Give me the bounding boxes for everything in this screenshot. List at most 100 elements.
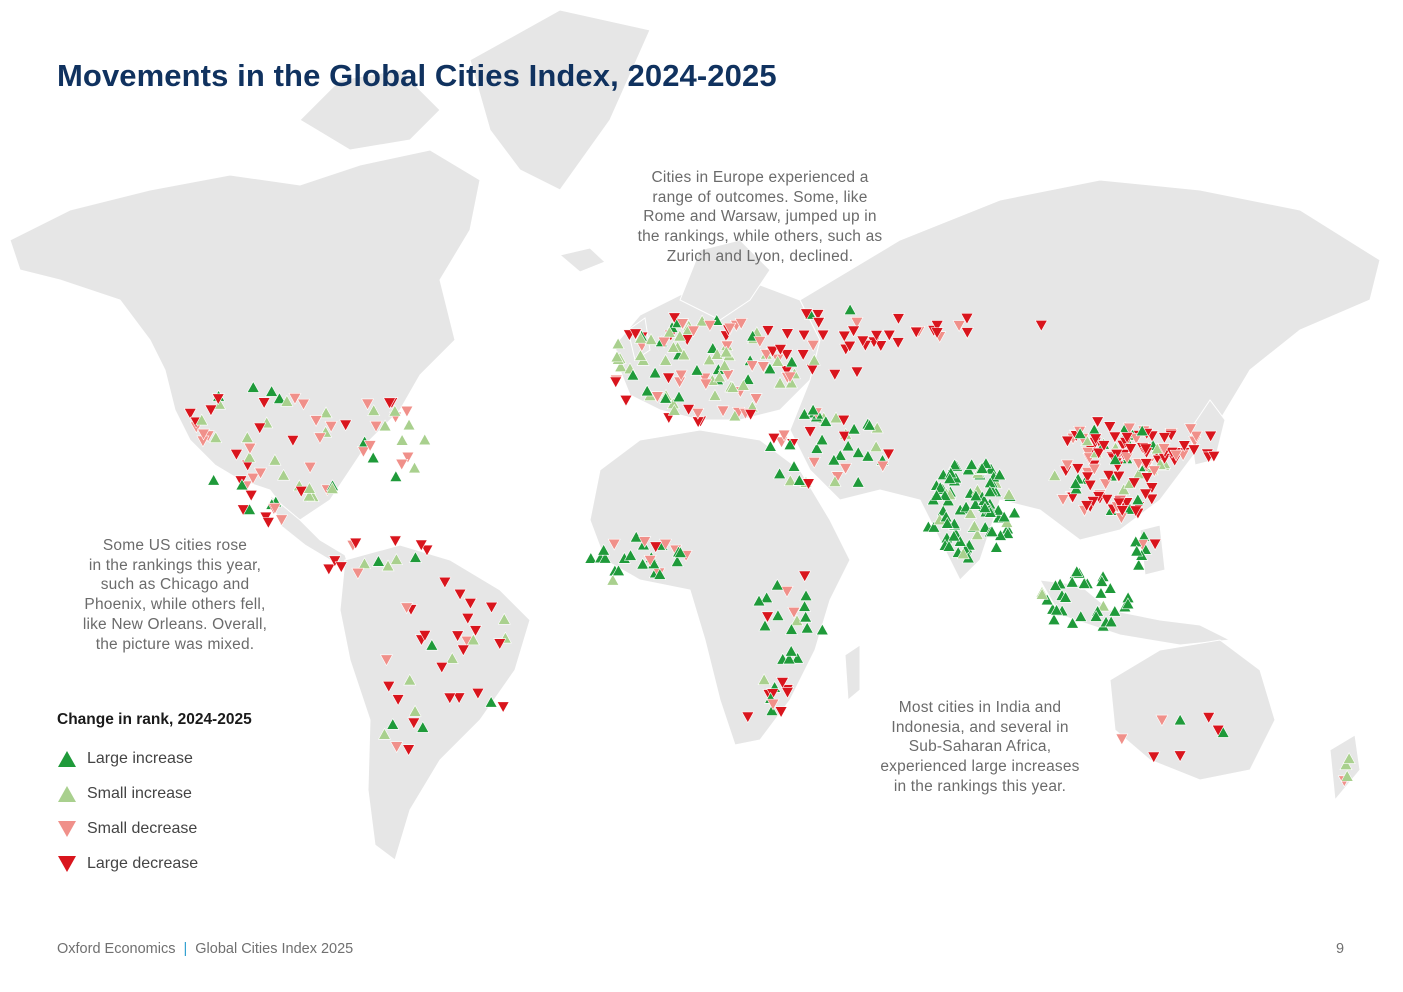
city-marker-decrease [1110,448,1124,461]
city-marker-decrease [882,448,896,461]
city-marker-decrease [351,567,365,580]
city-marker-decrease [275,514,289,527]
city-marker-decrease [960,327,974,339]
city-marker-decrease [1108,431,1122,444]
city-marker-increase [1173,713,1187,726]
city-marker-increase [377,727,391,740]
city-marker-decrease [797,329,811,342]
city-marker-increase [666,340,680,353]
city-marker-increase [484,695,498,708]
city-marker-increase [1066,616,1080,629]
city-marker-decrease [745,360,759,373]
city-marker-increase [773,467,787,479]
city-marker-decrease [796,349,810,361]
city-marker-increase [969,489,983,502]
city-marker-decrease [780,586,794,598]
city-marker-decrease [496,701,510,714]
city-marker-increase [497,612,511,625]
legend-label: Large increase [87,749,193,767]
city-marker-decrease [401,451,415,464]
city-marker-increase [1050,603,1064,616]
city-marker-decrease [801,478,816,491]
city-marker-decrease [609,376,623,389]
city-marker-increase [933,481,947,493]
city-marker-decrease [775,677,790,689]
city-marker-decrease [313,432,327,445]
city-marker-increase [1077,577,1091,589]
city-marker-increase [851,475,865,488]
landmass-asia [789,179,1381,581]
city-marker-increase [624,548,638,561]
city-marker-increase [640,384,654,397]
city-marker-increase [466,633,480,646]
city-marker-decrease [1211,724,1225,737]
city-marker-increase [408,551,422,563]
city-marker-decrease [930,320,944,332]
city-marker-decrease [407,717,421,730]
city-marker-increase [862,418,876,431]
city-marker-increase [388,404,402,417]
city-marker-decrease [268,502,282,515]
city-marker-decrease [339,419,353,432]
city-marker-increase [728,409,742,422]
city-marker-increase [626,368,640,381]
city-marker-increase [690,363,704,376]
city-marker-decrease [876,460,890,473]
city-marker-decrease [469,625,483,637]
city-marker-decrease [1112,470,1126,483]
city-marker-decrease [1187,444,1201,457]
city-marker-increase [243,503,257,515]
city-marker-decrease [453,588,467,601]
city-marker-decrease [253,422,267,435]
city-marker-increase [673,546,687,558]
city-marker-decrease [850,366,864,379]
city-marker-increase [1108,604,1122,617]
city-marker-decrease [461,613,475,625]
city-marker-increase [841,439,855,452]
city-marker-decrease [837,431,851,443]
city-marker-decrease [211,393,225,406]
city-marker-decrease [734,318,748,330]
legend: Change in rank, 2024-2025 Large increase… [57,711,252,881]
city-marker-decrease [1097,440,1111,452]
city-marker-decrease [261,517,275,529]
city-marker-decrease [1177,440,1191,453]
city-marker-decrease [629,328,643,341]
city-marker-increase [402,418,416,431]
city-marker-increase [445,651,459,664]
city-marker-decrease [244,490,258,502]
city-marker-decrease [870,330,884,342]
city-marker-increase [771,609,785,621]
city-marker-decrease [1129,505,1143,518]
city-marker-decrease [843,340,857,353]
legend-item-small-increase: Small increase [57,776,252,811]
city-marker-increase [1070,565,1084,577]
city-marker-decrease [390,741,404,754]
city-marker-increase [1121,597,1135,610]
footer-publisher: Oxford Economics [57,941,176,957]
city-marker-increase [807,353,821,366]
city-marker-increase [993,468,1007,481]
city-marker-increase [861,449,875,462]
triangle-down-icon [58,855,76,872]
city-marker-decrease [930,327,944,340]
city-marker-increase [408,461,422,474]
landmass-madagascar [844,644,861,702]
city-marker-increase [378,419,392,432]
city-marker-increase [1007,506,1021,519]
city-marker-increase [325,482,339,494]
legend-item-large-decrease: Large decrease [57,846,252,881]
city-marker-increase [791,651,805,664]
city-marker-decrease [1034,320,1048,332]
city-marker-decrease [1169,449,1183,462]
city-marker-decrease [787,607,801,619]
annotation-us: Some US cities rose in the rankings this… [82,537,268,653]
city-marker-increase [1065,575,1079,588]
city-marker-decrease [349,537,363,550]
city-marker-decrease [328,555,342,568]
city-marker-increase [1094,586,1108,599]
city-marker-decrease [485,601,499,614]
city-marker-decrease [676,318,690,331]
city-marker-decrease [1204,430,1218,443]
city-marker-increase [633,349,647,361]
